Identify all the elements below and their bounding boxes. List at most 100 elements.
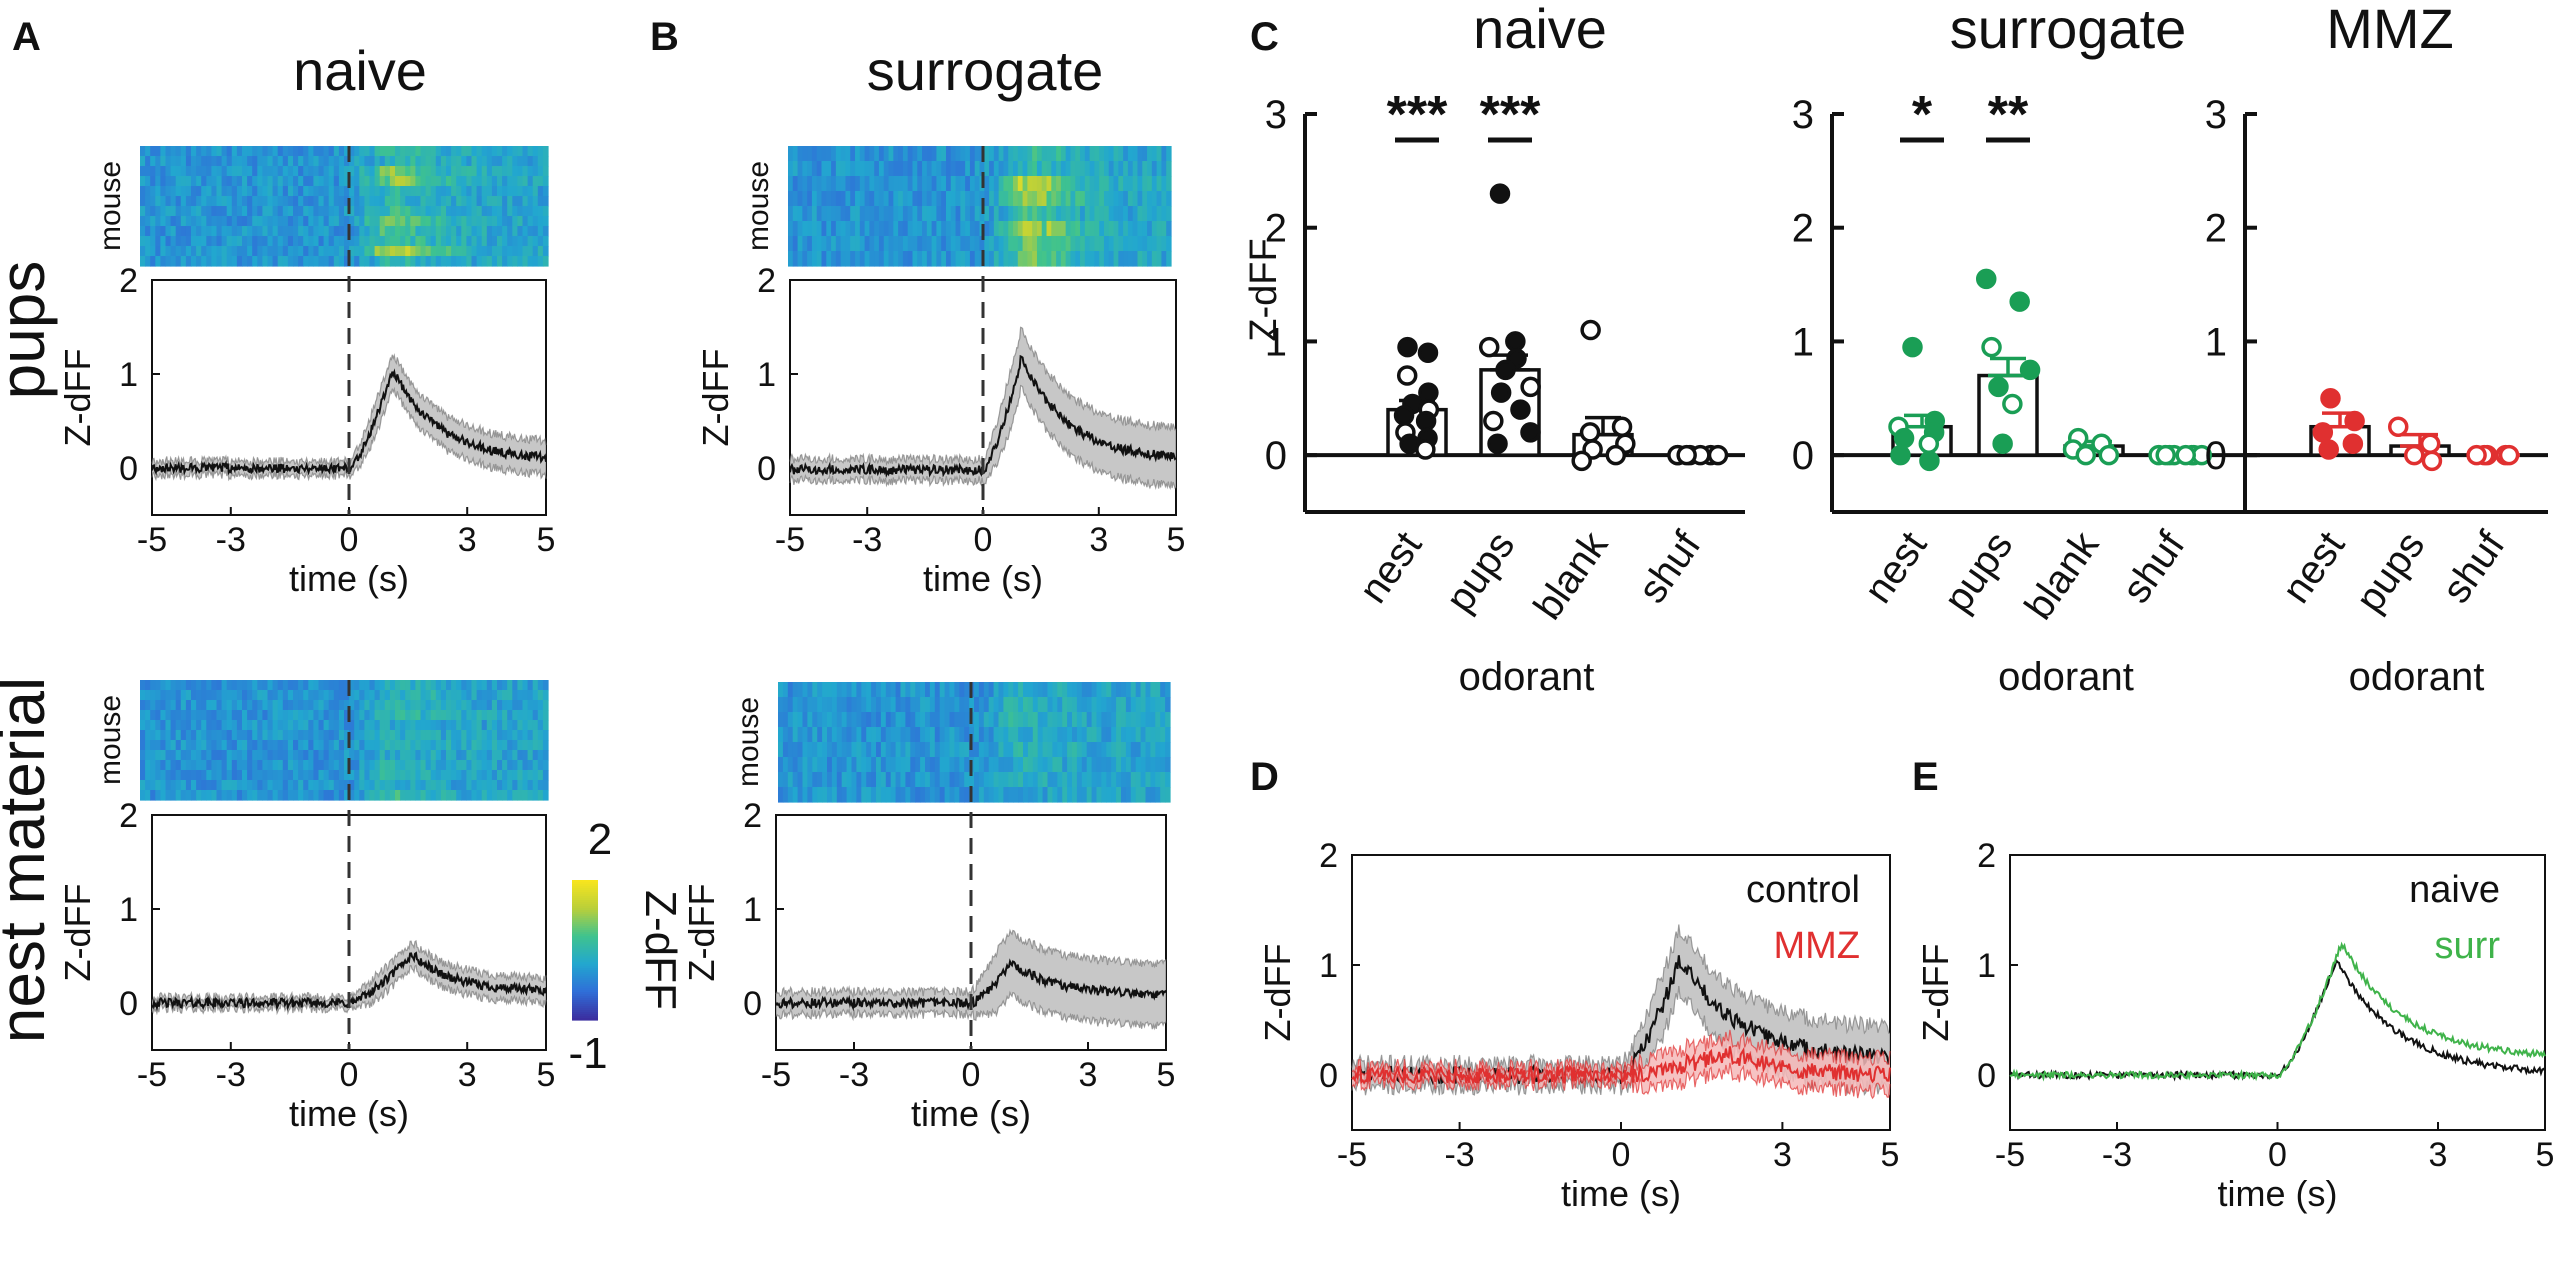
heatmap-cell xyxy=(440,256,447,267)
heatmap-cell xyxy=(831,236,837,252)
heatmap-cell xyxy=(226,246,233,257)
heatmap-cell xyxy=(922,221,928,237)
heatmap-cell xyxy=(328,690,335,701)
heatmap-cell xyxy=(461,680,467,691)
heatmap-cell xyxy=(405,690,411,701)
trace-axes-ytick-label: 1 xyxy=(743,891,762,929)
heatmap-cell xyxy=(318,186,325,197)
heatmap-cell xyxy=(466,690,473,701)
heatmap-cell xyxy=(944,787,951,803)
heatmap-cell xyxy=(180,146,187,157)
heatmap-cell xyxy=(247,700,253,711)
heatmap-cell xyxy=(226,770,233,781)
heatmap-cell xyxy=(415,770,422,781)
heatmap-cell xyxy=(1137,206,1143,222)
heatmap-cell xyxy=(1067,757,1073,773)
heatmap-cell xyxy=(831,146,837,162)
ytick-label: 2 xyxy=(1792,207,1814,251)
heatmap-cell xyxy=(1081,787,1088,803)
heatmap-cell xyxy=(160,166,167,177)
heatmap-cell xyxy=(252,760,258,771)
heatmap-cell xyxy=(185,720,192,731)
heatmap-cell xyxy=(364,186,371,197)
heatmap-cell xyxy=(425,700,432,711)
heatmap-cell xyxy=(512,710,518,721)
heatmap-cell xyxy=(512,226,518,237)
heatmap-cell xyxy=(1051,146,1057,162)
heatmap-cell xyxy=(481,690,488,701)
heatmap-cell xyxy=(876,712,882,728)
heatmap-cell xyxy=(537,750,544,761)
heatmap-cell xyxy=(446,256,452,267)
heatmap-cell xyxy=(456,720,462,731)
heatmap-cell xyxy=(890,712,897,728)
heatmap-cell xyxy=(231,256,238,267)
heatmap-cell xyxy=(389,196,396,207)
heatmap-cell xyxy=(282,226,289,237)
heatmap-cell xyxy=(359,780,365,791)
heatmap-cell xyxy=(262,236,269,247)
heatmap-cell xyxy=(1013,757,1019,773)
heatmap-cell xyxy=(150,186,156,197)
heatmap-cell xyxy=(420,226,427,237)
heatmap-cell xyxy=(456,236,462,247)
heatmap-cell xyxy=(231,186,238,197)
heatmap-cell xyxy=(517,770,524,781)
heatmap-cell xyxy=(527,206,534,217)
heatmap-cell xyxy=(931,236,938,252)
series-surr-mean-line xyxy=(2009,941,2546,1082)
heatmap-cell xyxy=(855,191,861,207)
heatmap-cell xyxy=(1057,712,1063,728)
heatmap-cell xyxy=(1147,221,1153,237)
datapoint-nest xyxy=(1919,450,1940,472)
heatmap-cell xyxy=(180,246,187,257)
heatmap-cell xyxy=(196,156,202,167)
heatmap-cell xyxy=(262,156,269,167)
heatmap-cell xyxy=(150,176,156,187)
heatmap-cell xyxy=(1041,251,1048,267)
heatmap-cell xyxy=(840,221,847,237)
heatmap-cell xyxy=(1127,251,1134,267)
heatmap-cell xyxy=(140,226,146,237)
heatmap-cell xyxy=(792,712,799,728)
heatmap-cell xyxy=(155,236,161,247)
heatmap-cell xyxy=(415,156,422,167)
heatmap-cell xyxy=(185,206,192,217)
heatmap-cell xyxy=(369,236,376,247)
heatmap-cell xyxy=(206,186,212,197)
heatmap-cell xyxy=(211,680,218,691)
heatmap-cell xyxy=(850,206,856,222)
heatmap-cell xyxy=(328,750,335,761)
heatmap-cell xyxy=(155,206,161,217)
heatmap-cell xyxy=(379,146,386,157)
heatmap-cell xyxy=(497,790,503,801)
heatmap-cell xyxy=(318,216,325,227)
heatmap-cell xyxy=(471,236,478,247)
heatmap-cell xyxy=(140,750,146,761)
heatmap-cell xyxy=(389,720,396,731)
heatmap-cell xyxy=(481,680,488,691)
heatmap-cell xyxy=(890,772,897,788)
heatmap-cell xyxy=(486,760,493,771)
heatmap-cell xyxy=(313,690,320,701)
heatmap-cell xyxy=(323,690,330,701)
heatmap-cell xyxy=(451,186,457,197)
heatmap-cell xyxy=(247,790,253,801)
heatmap-cell xyxy=(221,206,228,217)
trace-axes-xtick-label: 0 xyxy=(974,521,993,559)
heatmap-cell xyxy=(267,206,274,217)
heatmap-cell xyxy=(1042,787,1049,803)
heatmap-cell xyxy=(527,780,534,791)
heatmap-cell xyxy=(456,690,462,701)
heatmap-cell xyxy=(328,166,335,177)
heatmap-cell xyxy=(802,206,808,222)
heatmap-cell xyxy=(502,680,508,691)
heatmap-cell xyxy=(374,790,381,801)
heatmap-cell xyxy=(1094,161,1100,177)
heatmap-cell xyxy=(1027,251,1033,267)
heatmap-cell xyxy=(1091,772,1098,788)
heatmap-cell xyxy=(1089,236,1095,252)
heatmap-cell xyxy=(440,710,447,721)
heatmap-cell xyxy=(308,770,314,781)
heatmap-cell xyxy=(1003,221,1009,237)
